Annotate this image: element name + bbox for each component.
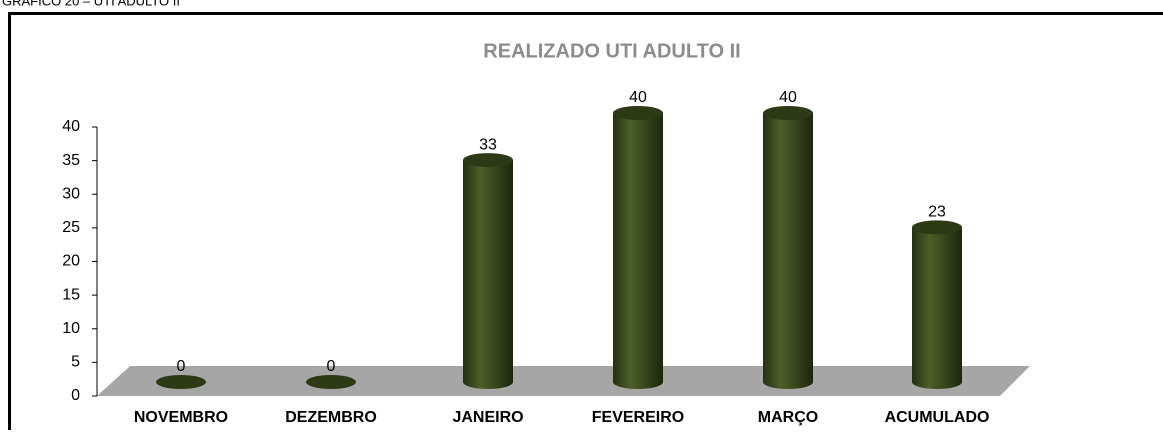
chart-title: REALIZADO UTI ADULTO II [483, 40, 740, 62]
y-tick-label: 30 [62, 185, 80, 202]
x-tick-label: DEZEMBRO [285, 409, 377, 426]
y-tick-label: 35 [62, 152, 80, 169]
bar-top [306, 375, 356, 389]
y-tick-label: 0 [71, 387, 80, 404]
data-label: 0 [177, 358, 186, 375]
floor [97, 366, 1030, 396]
bar [463, 160, 513, 382]
y-tick-label: 40 [62, 118, 80, 135]
bar-top [912, 220, 962, 234]
bar-top [613, 106, 663, 120]
data-label: 40 [779, 89, 797, 106]
data-label: 40 [629, 89, 647, 106]
data-label: 0 [327, 358, 336, 375]
bar [763, 113, 813, 382]
x-tick-label: MARÇO [758, 409, 818, 426]
bar-top [156, 375, 206, 389]
y-tick-label: 5 [71, 354, 80, 371]
y-tick-label: 25 [62, 219, 80, 236]
bar [912, 227, 962, 382]
data-label: 33 [479, 136, 497, 153]
x-tick-label: ACUMULADO [885, 409, 990, 426]
caption: GRÁFICO 20 – UTI ADULTO II [2, 0, 180, 8]
bar-top [763, 106, 813, 120]
data-label: 23 [928, 204, 946, 221]
y-tick-label: 10 [62, 320, 80, 337]
x-tick-label: FEVEREIRO [592, 409, 684, 426]
y-tick-label: 20 [62, 253, 80, 270]
x-tick-label: JANEIRO [452, 409, 523, 426]
bar [613, 113, 663, 382]
y-tick-label: 15 [62, 286, 80, 303]
x-tick-label: NOVEMBRO [134, 409, 228, 426]
bar-top [463, 153, 513, 167]
